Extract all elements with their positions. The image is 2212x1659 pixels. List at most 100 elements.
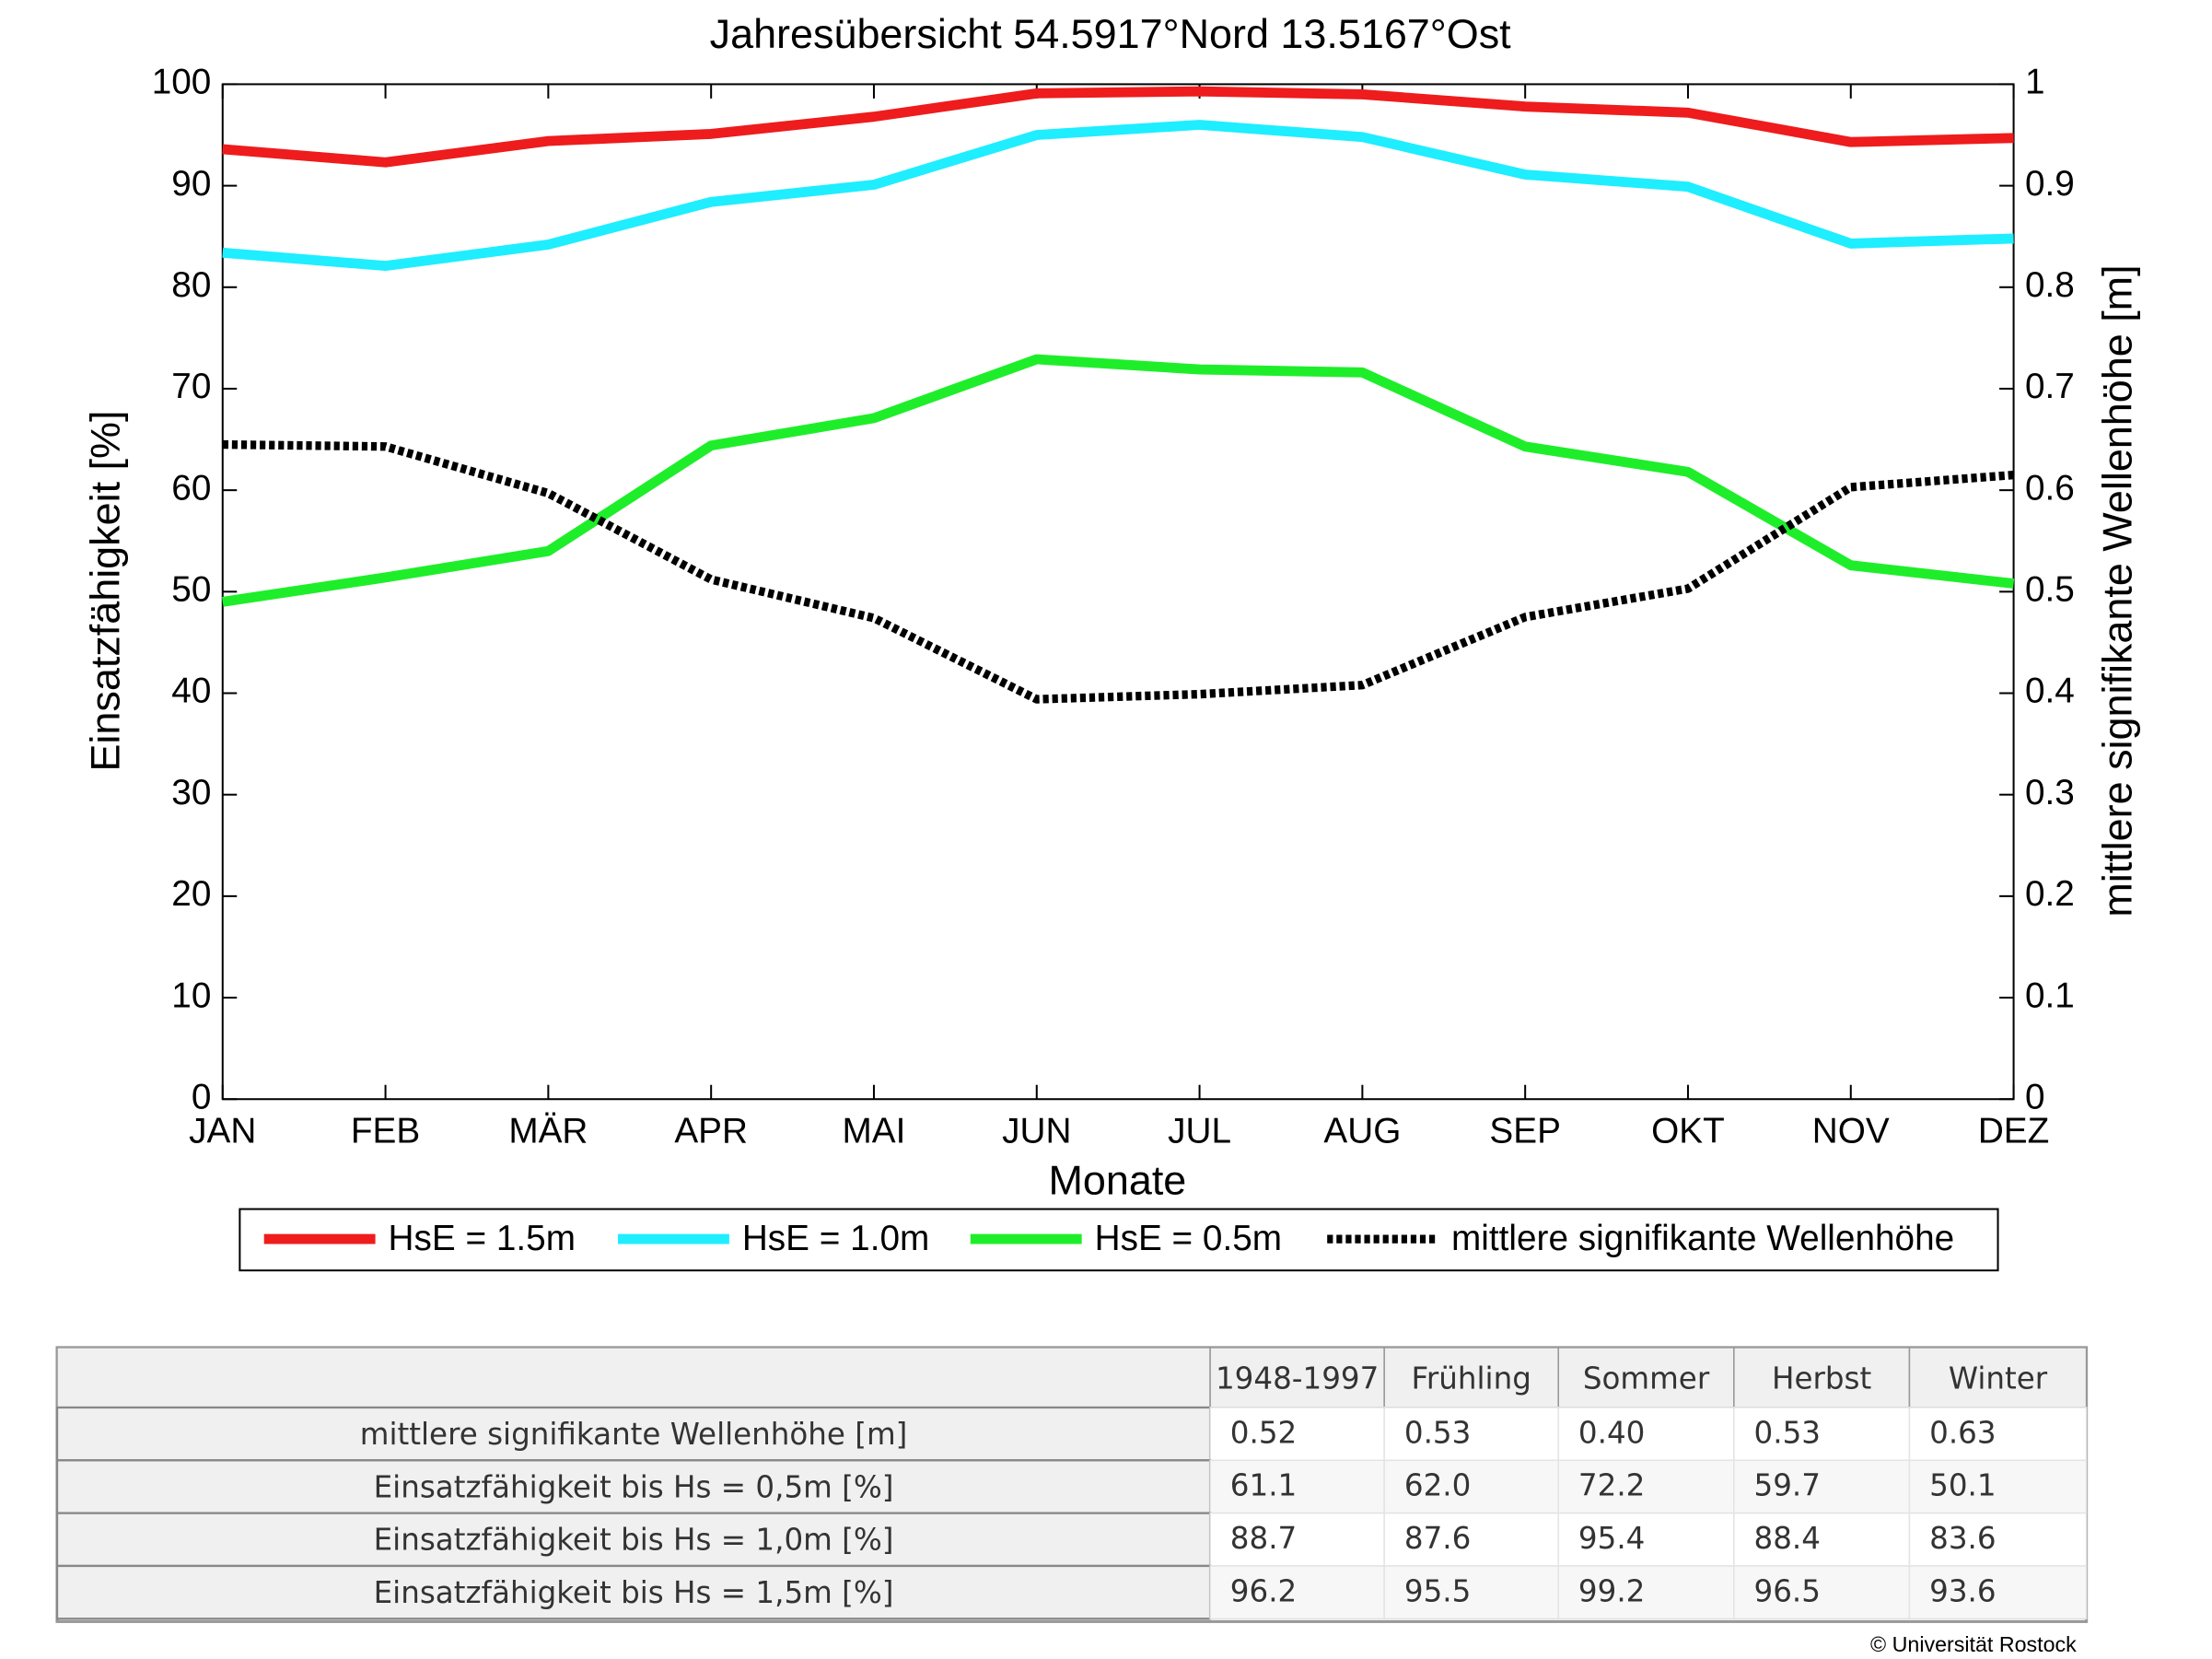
x-tick-label: SEP [1489,1112,1561,1151]
table-value: 0.53 [1754,1415,1821,1450]
y2-tick-label: 0.9 [2025,164,2075,204]
x-tick-label: NOV [1812,1112,1890,1151]
table-header-cell [1383,1347,1560,1408]
table-cell [1908,1407,2088,1462]
table-value: 83.6 [1929,1521,1996,1556]
table-row-header-cell [55,1564,1212,1620]
y-tick-label: 90 [171,164,211,204]
table-value: 88.7 [1230,1521,1297,1556]
series-line [221,354,2015,607]
series-line [222,86,2014,168]
table-cell [1557,1512,1735,1567]
x-tick-label: APR [674,1112,748,1151]
copyright: © Universität Rostock [1870,1632,2077,1656]
table-cell [1383,1459,1560,1514]
table-corner-cell [56,1347,1211,1408]
x-tick-label: DEZ [1978,1112,2049,1151]
x-tick-label: JAN [189,1112,256,1151]
y2-tick-label: 0.2 [2025,874,2075,914]
table-value: 50.1 [1929,1468,1996,1503]
table-value: 0.53 [1404,1415,1471,1450]
table-value: 0.52 [1230,1415,1297,1450]
y2-tick-label: 0 [2025,1077,2045,1116]
table-header-cell [1908,1347,2088,1408]
table-value: 59.7 [1754,1468,1821,1503]
table-value: 96.2 [1230,1573,1297,1608]
y2-tick-label: 0.4 [2025,672,2075,711]
series-line [222,120,2014,272]
x-tick-label: AUG [1323,1112,1401,1151]
y-tick-label: 80 [171,265,211,305]
y-tick-label: 50 [171,570,211,610]
table-cell [1733,1459,1911,1514]
table-value: 87.6 [1404,1521,1471,1556]
table-header-cell [1209,1347,1385,1408]
table-row-label: Einsatzfähigkeit bis Hs = 0,5m [%] [374,1469,894,1504]
table-value: 0.63 [1929,1415,1996,1450]
y-tick-label: 60 [171,468,211,508]
table-cell [1209,1565,1385,1620]
legend-label: HsE = 1.0m [742,1219,929,1258]
table-value: 62.0 [1404,1468,1471,1503]
table-header: Frühling [1412,1361,1531,1396]
table-cell [1209,1407,1385,1462]
legend-label: HsE = 1.5m [389,1219,576,1258]
y2-tick-label: 0.3 [2025,773,2075,812]
table-header: Winter [1949,1361,2048,1396]
y2-axis-label: mittlere signifikante Wellenhöhe [m] [2094,264,2141,917]
table-cell [1733,1512,1911,1567]
table-value: 99.2 [1578,1573,1645,1608]
legend-box [239,1208,1999,1272]
y-tick-label: 40 [171,672,211,711]
table-header-cell [1733,1347,1911,1408]
table-value: 96.5 [1754,1573,1821,1608]
series-line [222,439,2014,704]
x-tick-label: MÄR [508,1112,588,1151]
y2-tick-label: 0.8 [2025,265,2075,305]
table-value: 61.1 [1230,1468,1297,1503]
table-row-header-cell [55,1459,1212,1514]
x-tick-label: OKT [1651,1112,1725,1151]
table-cell [1557,1565,1735,1620]
y2-tick-label: 0.6 [2025,468,2075,508]
plot-frame [221,83,2015,1101]
y2-tick-label: 0.7 [2025,367,2075,406]
x-axis-label: Monate [1048,1157,1186,1204]
table-header-cell [1557,1347,1735,1408]
table-value: 95.5 [1404,1573,1471,1608]
y-tick-label: 70 [171,367,211,406]
table-cell [1733,1407,1911,1462]
y-tick-label: 20 [171,874,211,914]
table-value: 95.4 [1578,1521,1645,1556]
chart-title: Jahresübersicht 54.5917°Nord 13.5167°Ost [710,10,1512,57]
y-tick-label: 10 [171,976,211,1015]
legend-label: mittlere signifikante Wellenhöhe [1451,1219,1954,1258]
table-row-header-cell [55,1406,1212,1462]
y2-tick-label: 0.1 [2025,976,2075,1015]
table-value: 72.2 [1578,1468,1645,1503]
y-tick-label: 0 [192,1077,212,1116]
table-header: Sommer [1583,1361,1710,1396]
y-tick-label: 100 [152,63,212,102]
y2-tick-label: 0.5 [2025,570,2075,610]
table-value: 0.40 [1578,1415,1645,1450]
legend-label: HsE = 0.5m [1095,1219,1282,1258]
x-tick-label: MAI [843,1112,906,1151]
table-cell [1383,1565,1560,1620]
x-tick-label: FEB [351,1112,420,1151]
table-value: 88.4 [1754,1521,1821,1556]
table-row-label: mittlere signifikante Wellenhöhe [m] [360,1417,908,1452]
table-cell [1383,1407,1560,1462]
table-row-label: Einsatzfähigkeit bis Hs = 1,5m [%] [374,1575,894,1610]
x-tick-label: JUN [1002,1112,1071,1151]
table-header: 1948-1997 [1216,1361,1379,1396]
table-value: 93.6 [1929,1573,1996,1608]
y-tick-label: 30 [171,773,211,812]
y2-tick-label: 1 [2025,63,2045,102]
table-cell [1733,1565,1911,1620]
table-cell [1209,1459,1385,1514]
y-axis-label: Einsatzfähigkeit [%] [82,411,129,772]
table-header: Herbst [1772,1361,1871,1396]
x-tick-label: JUL [1168,1112,1231,1151]
